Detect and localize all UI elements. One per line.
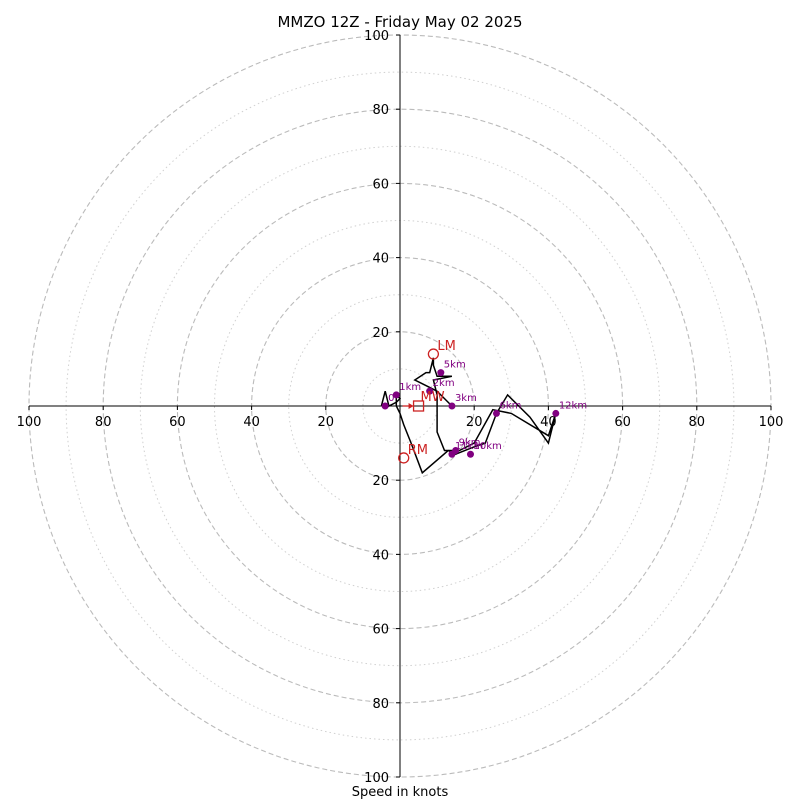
x-axis-label: Speed in knots	[352, 785, 449, 800]
height-point-label: 9km	[459, 438, 481, 449]
hodograph-trace	[380, 357, 557, 475]
tick-label: 60	[372, 177, 389, 192]
height-point-label: 0	[388, 393, 394, 404]
tick-label: 80	[689, 415, 706, 430]
tick-label: 100	[364, 771, 389, 786]
height-point-marker	[448, 402, 456, 410]
height-point-label: 6km	[499, 400, 521, 411]
tick-label: 60	[169, 415, 186, 430]
height-point-label: 5km	[444, 360, 466, 371]
mean-wind-label: MW	[421, 390, 445, 405]
tick-label: 100	[759, 415, 784, 430]
height-point-label: 12km	[559, 400, 587, 411]
tick-label: 40	[372, 548, 389, 563]
tick-label: 100	[364, 29, 389, 44]
tick-label: 20	[466, 415, 483, 430]
mean-wind-arrow-head	[408, 403, 414, 409]
height-point-label: 3km	[455, 393, 477, 404]
tick-label: 40	[372, 252, 389, 267]
storm-motion-markers: LM RM MW	[398, 339, 456, 464]
chart-title: MMZO 12Z - Friday May 02 2025	[277, 13, 522, 31]
tick-label: 20	[318, 415, 335, 430]
height-point-marker	[448, 450, 456, 458]
tick-label: 100	[17, 415, 42, 430]
right-mover-marker	[398, 452, 410, 464]
left-mover-label: LM	[437, 339, 455, 354]
tick-label: 40	[243, 415, 260, 430]
height-point-label: 11km	[455, 441, 483, 452]
height-point-marker	[381, 402, 389, 410]
tick-label: 20	[372, 474, 389, 489]
wind-trace-line	[380, 357, 557, 475]
height-point-marker	[392, 391, 400, 399]
tick-label: 80	[372, 697, 389, 712]
tick-label: 80	[95, 415, 112, 430]
height-point-marker	[552, 409, 560, 417]
height-point-marker	[437, 369, 445, 377]
height-point-label: 2km	[433, 378, 455, 389]
tick-labels: 100 80 60 40 20 20 40 60 80 100204060801002040608…	[17, 29, 784, 786]
tick-label: 80	[372, 103, 389, 118]
height-point-marker	[466, 450, 474, 458]
axes	[29, 35, 771, 777]
height-point-marker	[492, 409, 500, 417]
tick-label: 60	[372, 623, 389, 638]
height-point-label: 1km	[399, 382, 421, 393]
left-mover-marker	[427, 348, 440, 360]
tick-label: 60	[614, 415, 631, 430]
right-mover-label: RM	[408, 443, 428, 458]
tick-label: 20	[372, 326, 389, 341]
height-point-marker	[426, 387, 434, 395]
height-point-label: 10km	[473, 441, 501, 452]
